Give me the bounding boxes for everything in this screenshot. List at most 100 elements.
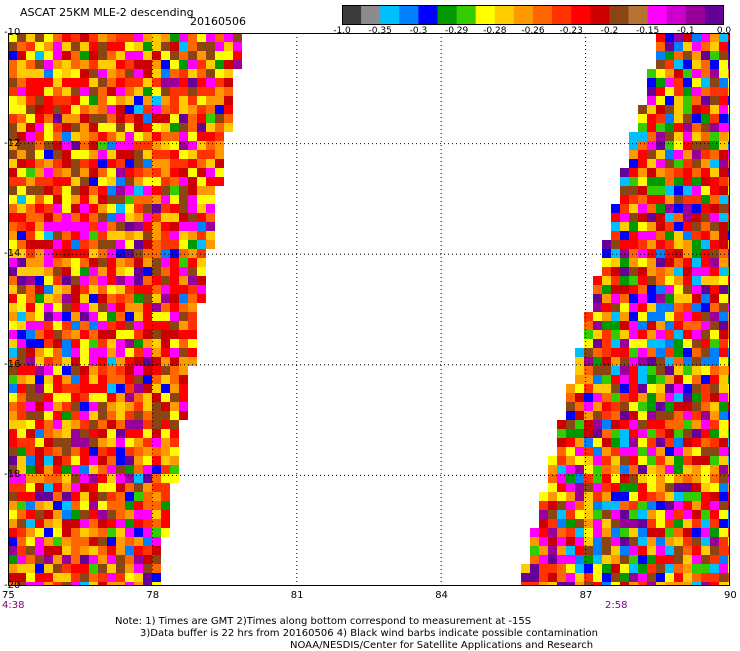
swath-cell: [161, 204, 170, 213]
swath-cell: [116, 303, 125, 312]
swath-cell: [44, 393, 53, 402]
swath-cell: [701, 123, 710, 132]
swath-cell: [719, 564, 728, 573]
swath-cell: [44, 492, 53, 501]
swath-cell: [557, 429, 566, 438]
swath-cell: [710, 348, 719, 357]
swath-cell: [710, 69, 719, 78]
swath-cell: [701, 555, 710, 564]
swath-cell: [701, 267, 710, 276]
swath-cell: [53, 51, 62, 60]
swath-cell: [125, 330, 134, 339]
swath-cell: [80, 285, 89, 294]
swath-cell: [620, 465, 629, 474]
swath-cell: [656, 285, 665, 294]
y-tick-label: -14: [4, 248, 21, 260]
swath-cell: [197, 276, 206, 285]
swath-cell: [710, 537, 719, 546]
swath-cell: [62, 294, 71, 303]
swath-cell: [593, 501, 602, 510]
swath-cell: [215, 42, 224, 51]
swath-cell: [98, 285, 107, 294]
swath-cell: [134, 150, 143, 159]
swath-cell: [161, 51, 170, 60]
swath-cell: [17, 177, 26, 186]
swath-cell: [665, 249, 674, 258]
swath-cell: [98, 276, 107, 285]
swath-cell: [161, 267, 170, 276]
swath-cell: [629, 285, 638, 294]
swath-cell: [701, 474, 710, 483]
swath-cell: [665, 141, 674, 150]
swath-cell: [53, 276, 62, 285]
swath-cell: [611, 384, 620, 393]
swath-cell: [188, 33, 197, 42]
swath-cell: [656, 69, 665, 78]
swath-cell: [116, 537, 125, 546]
swath-cell: [197, 123, 206, 132]
swath-cell: [665, 366, 674, 375]
swath-cell: [602, 519, 611, 528]
swath-cell: [161, 294, 170, 303]
swath-cell: [179, 150, 188, 159]
swath-cell: [620, 474, 629, 483]
swath-cell: [701, 222, 710, 231]
swath-cell: [152, 321, 161, 330]
swath-cell: [8, 393, 17, 402]
swath-cell: [143, 420, 152, 429]
swath-cell: [152, 357, 161, 366]
swath-cell: [683, 159, 692, 168]
swath-cell: [116, 564, 125, 573]
swath-cell: [179, 249, 188, 258]
swath-cell: [692, 33, 701, 42]
swath-cell: [593, 546, 602, 555]
swath-cell: [8, 132, 17, 141]
swath-cell: [701, 573, 710, 582]
swath-cell: [656, 87, 665, 96]
swath-cell: [710, 546, 719, 555]
swath-cell: [8, 465, 17, 474]
swath-cell: [719, 159, 728, 168]
swath-cell: [647, 348, 656, 357]
swath-cell: [35, 447, 44, 456]
swath-cell: [44, 132, 53, 141]
swath-cell: [17, 204, 26, 213]
swath-cell: [719, 213, 728, 222]
swath-cell: [620, 303, 629, 312]
swath-cell: [161, 501, 170, 510]
swath-cell: [656, 384, 665, 393]
swath-cell: [674, 96, 683, 105]
swath-cell: [143, 258, 152, 267]
swath-cell: [143, 213, 152, 222]
colorbar-tick-label: -0.28: [483, 26, 507, 36]
swath-cell: [143, 69, 152, 78]
swath-cell: [719, 186, 728, 195]
swath-cell: [134, 258, 143, 267]
swath-cell: [161, 312, 170, 321]
swath-cell: [107, 141, 116, 150]
swath-cell: [26, 519, 35, 528]
swath-cell: [611, 402, 620, 411]
swath-cell: [35, 204, 44, 213]
swath-cell: [719, 492, 728, 501]
swath-cell: [26, 105, 35, 114]
swath-cell: [116, 321, 125, 330]
swath-cell: [692, 420, 701, 429]
swath-cell: [629, 483, 638, 492]
swath-cell: [89, 393, 98, 402]
swath-cell: [134, 474, 143, 483]
swath-cell: [62, 42, 71, 51]
swath-cell: [602, 456, 611, 465]
swath-cell: [116, 393, 125, 402]
swath-cell: [152, 330, 161, 339]
swath-cell: [647, 141, 656, 150]
swath-cell: [620, 555, 629, 564]
swath-cell: [53, 60, 62, 69]
swath-cell: [26, 555, 35, 564]
swath-cell: [719, 114, 728, 123]
swath-cell: [683, 375, 692, 384]
swath-cell: [8, 339, 17, 348]
title-date: 20160506: [190, 15, 246, 28]
swath-cell: [593, 330, 602, 339]
swath-cell: [71, 159, 80, 168]
